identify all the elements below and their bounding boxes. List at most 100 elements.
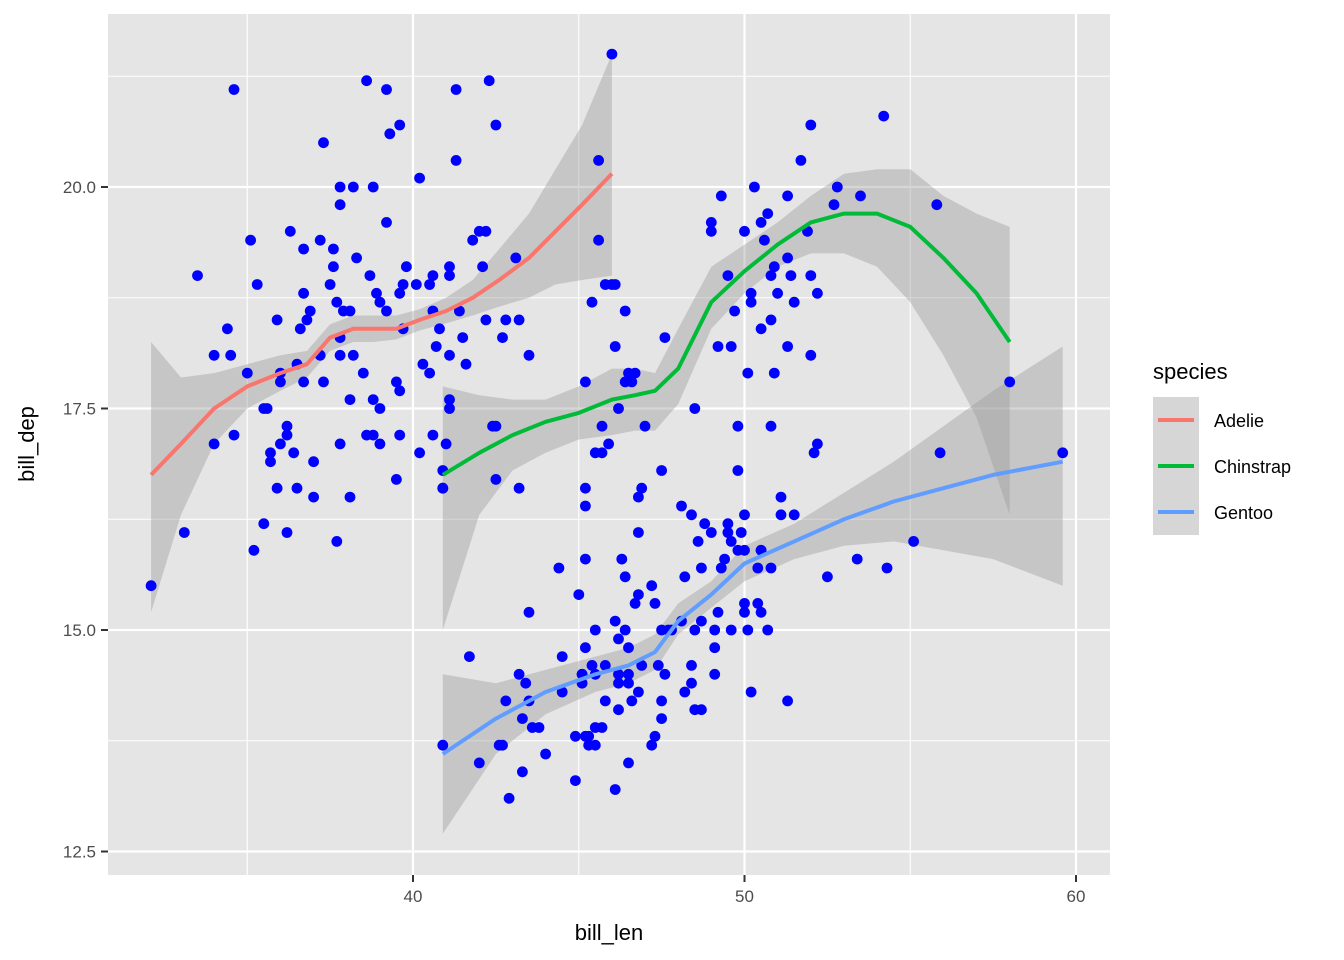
data-point <box>367 181 379 193</box>
data-point <box>464 651 475 662</box>
data-point <box>613 704 624 716</box>
data-point <box>394 385 406 397</box>
data-point <box>656 695 667 707</box>
data-point <box>725 341 737 352</box>
data-point <box>364 270 376 281</box>
data-point <box>696 615 707 627</box>
data-point <box>732 544 744 556</box>
x-tick-label: 50 <box>735 887 754 906</box>
data-point <box>414 172 425 184</box>
data-point <box>271 482 283 494</box>
data-point <box>633 686 644 698</box>
data-point <box>613 403 624 414</box>
ribbon-gentoo <box>442 346 1063 834</box>
data-point <box>878 110 890 122</box>
data-point <box>881 562 893 574</box>
data-point <box>427 429 439 441</box>
data-point <box>626 695 638 707</box>
data-point <box>314 234 326 246</box>
data-point <box>308 456 319 468</box>
data-point <box>444 349 455 361</box>
data-point <box>686 509 697 521</box>
grid-minor <box>108 14 1110 875</box>
data-point <box>1004 376 1016 388</box>
data-point <box>523 349 535 361</box>
data-point <box>599 695 611 707</box>
data-point <box>805 270 817 281</box>
x-axis-title: bill_len <box>575 920 644 945</box>
data-point <box>503 792 515 804</box>
data-point <box>722 270 734 281</box>
data-point <box>765 270 777 281</box>
data-point <box>513 482 525 494</box>
legend-label-chinstrap: Chinstrap <box>1214 457 1291 477</box>
data-point <box>570 730 581 742</box>
data-point <box>573 589 585 600</box>
data-point <box>705 527 717 538</box>
data-point <box>513 314 525 326</box>
data-point <box>457 332 469 343</box>
data-point <box>298 243 309 255</box>
data-point <box>745 287 757 299</box>
y-tick-label: 20.0 <box>63 178 96 197</box>
data-point <box>391 474 402 485</box>
series-line-gentoo <box>441 459 1064 756</box>
data-point <box>656 624 667 636</box>
data-point <box>444 403 455 414</box>
data-point <box>318 137 329 149</box>
data-point <box>328 243 339 255</box>
data-point <box>805 349 817 361</box>
data-point <box>228 84 240 95</box>
data-point <box>689 624 701 636</box>
data-point <box>192 270 203 281</box>
data-point <box>490 420 502 432</box>
data-point <box>513 668 525 680</box>
data-point <box>556 686 568 698</box>
data-point <box>795 155 807 166</box>
data-point <box>271 314 283 326</box>
data-point <box>775 509 787 521</box>
data-point <box>583 739 595 751</box>
y-tick-label: 12.5 <box>63 843 96 862</box>
data-point <box>222 323 233 335</box>
data-point <box>712 606 724 618</box>
data-point <box>629 598 641 609</box>
data-point <box>374 296 386 308</box>
data-point <box>284 225 296 237</box>
data-point <box>808 447 820 459</box>
data-point <box>749 181 760 193</box>
data-point <box>480 314 492 326</box>
x-axis: 40 50 60 <box>404 875 1085 906</box>
data-point <box>646 580 658 592</box>
data-point <box>517 766 528 778</box>
data-point <box>649 598 661 609</box>
ribbon-chinstrap <box>442 169 1010 631</box>
data-point <box>490 474 502 485</box>
data-point <box>715 190 727 202</box>
data-point <box>855 190 866 202</box>
data-point <box>401 261 412 273</box>
data-point <box>616 553 628 565</box>
data-point <box>497 332 508 343</box>
data-point <box>145 580 157 592</box>
data-point <box>822 571 833 583</box>
data-point <box>593 234 604 246</box>
data-point <box>762 624 774 636</box>
data-point <box>636 482 648 494</box>
data-point <box>391 376 402 388</box>
data-point <box>593 155 604 166</box>
data-point <box>745 296 757 308</box>
data-point <box>782 695 793 707</box>
data-point <box>381 84 392 95</box>
data-point <box>646 739 658 751</box>
data-point <box>434 323 445 335</box>
data-point <box>739 509 750 521</box>
data-point <box>782 190 793 202</box>
data-point <box>397 279 409 290</box>
data-point <box>208 438 220 450</box>
data-point <box>589 624 601 636</box>
legend-keys: Adelie Chinstrap Gentoo <box>1153 397 1291 535</box>
data-point <box>510 252 522 264</box>
data-point <box>275 438 286 450</box>
data-point <box>480 225 492 237</box>
